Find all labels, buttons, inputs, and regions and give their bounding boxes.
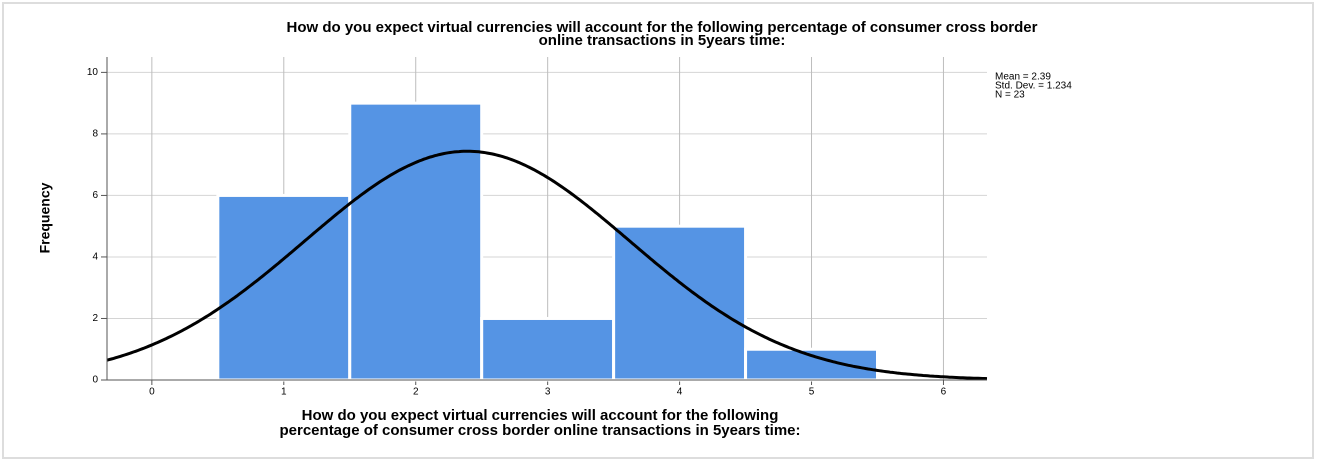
x-tick-label: 3 xyxy=(545,387,551,398)
y-tick-label: 6 xyxy=(92,190,98,201)
bar xyxy=(348,101,484,382)
y-tick-label: 10 xyxy=(87,67,99,78)
x-tick-label: 0 xyxy=(149,387,155,398)
chart-title: online transactions in 5years time: xyxy=(539,32,786,49)
x-tick-label: 1 xyxy=(281,387,287,398)
stat-label: Mean = 2.39 xyxy=(995,72,1051,83)
x-tick-label: 6 xyxy=(941,387,947,398)
y-tick-label: 2 xyxy=(92,313,98,324)
stat-label: Std. Dev. = 1.234 xyxy=(995,81,1072,92)
stat-label: N = 23 xyxy=(995,90,1025,101)
x-tick-label: 5 xyxy=(809,387,815,398)
bar xyxy=(216,193,352,382)
y-tick-label: 4 xyxy=(92,252,98,263)
x-tick-label: 2 xyxy=(413,387,419,398)
bar xyxy=(480,316,616,382)
normal-curve xyxy=(106,149,988,381)
x-tick-label: 4 xyxy=(677,387,683,398)
x-axis-title: percentage of consumer cross border onli… xyxy=(280,422,801,439)
bar xyxy=(744,347,879,382)
y-tick-label: 0 xyxy=(92,375,98,386)
y-axis-title: Frequency xyxy=(37,182,53,253)
bar xyxy=(612,224,748,382)
chart-title: How do you expect virtual currencies wil… xyxy=(287,19,1038,36)
y-tick-label: 8 xyxy=(92,129,98,140)
x-axis-title: How do you expect virtual currencies wil… xyxy=(302,407,779,424)
